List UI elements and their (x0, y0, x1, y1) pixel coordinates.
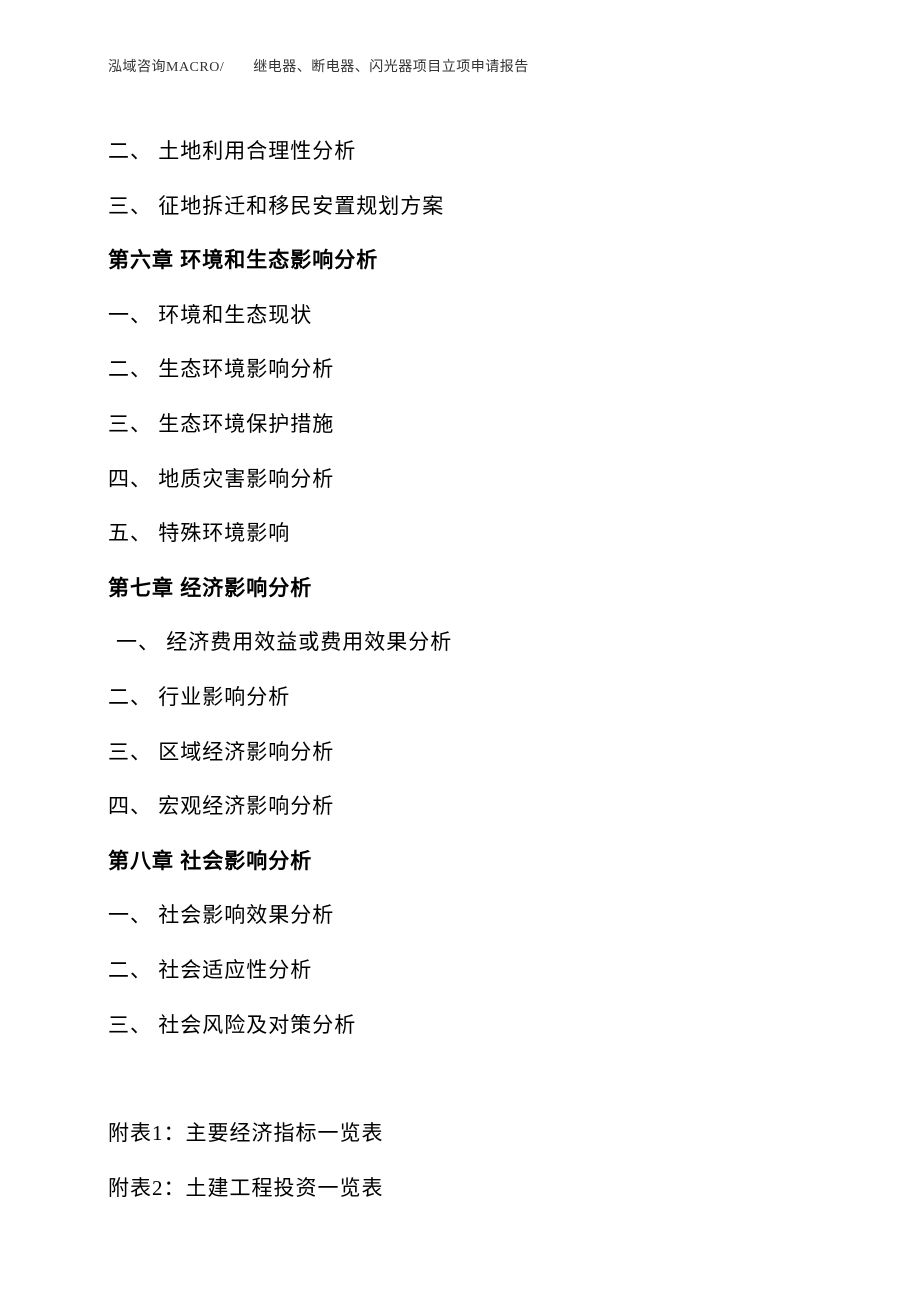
toc-item: 二、 社会适应性分析 (108, 943, 812, 998)
chapter-heading: 第八章 社会影响分析 (108, 834, 812, 889)
toc-item: 四、 地质灾害影响分析 (108, 452, 812, 507)
toc-item: 二、 行业影响分析 (108, 670, 812, 725)
appendix-item: 附表1：主要经济指标一览表 (108, 1106, 812, 1161)
toc-item: 一、 社会影响效果分析 (108, 888, 812, 943)
toc-item: 三、 区域经济影响分析 (108, 725, 812, 780)
chapter-heading: 第六章 环境和生态影响分析 (108, 233, 812, 288)
toc-item: 一、 经济费用效益或费用效果分析 (108, 615, 812, 670)
toc-item: 二、 生态环境影响分析 (108, 342, 812, 397)
appendix-item: 附表2：土建工程投资一览表 (108, 1161, 812, 1216)
content-area: 二、 土地利用合理性分析 三、 征地拆迁和移民安置规划方案 第六章 环境和生态影… (108, 124, 812, 1215)
toc-item: 三、 征地拆迁和移民安置规划方案 (108, 179, 812, 234)
chapter-heading: 第七章 经济影响分析 (108, 561, 812, 616)
page-header: 泓域咨询MACRO/ 继电器、断电器、闪光器项目立项申请报告 (108, 56, 812, 76)
page-container: 泓域咨询MACRO/ 继电器、断电器、闪光器项目立项申请报告 二、 土地利用合理… (0, 0, 920, 1295)
toc-item: 五、 特殊环境影响 (108, 506, 812, 561)
toc-item: 三、 生态环境保护措施 (108, 397, 812, 452)
toc-item: 一、 环境和生态现状 (108, 288, 812, 343)
spacer (108, 1052, 812, 1106)
toc-item: 三、 社会风险及对策分析 (108, 998, 812, 1053)
toc-item: 二、 土地利用合理性分析 (108, 124, 812, 179)
toc-item: 四、 宏观经济影响分析 (108, 779, 812, 834)
